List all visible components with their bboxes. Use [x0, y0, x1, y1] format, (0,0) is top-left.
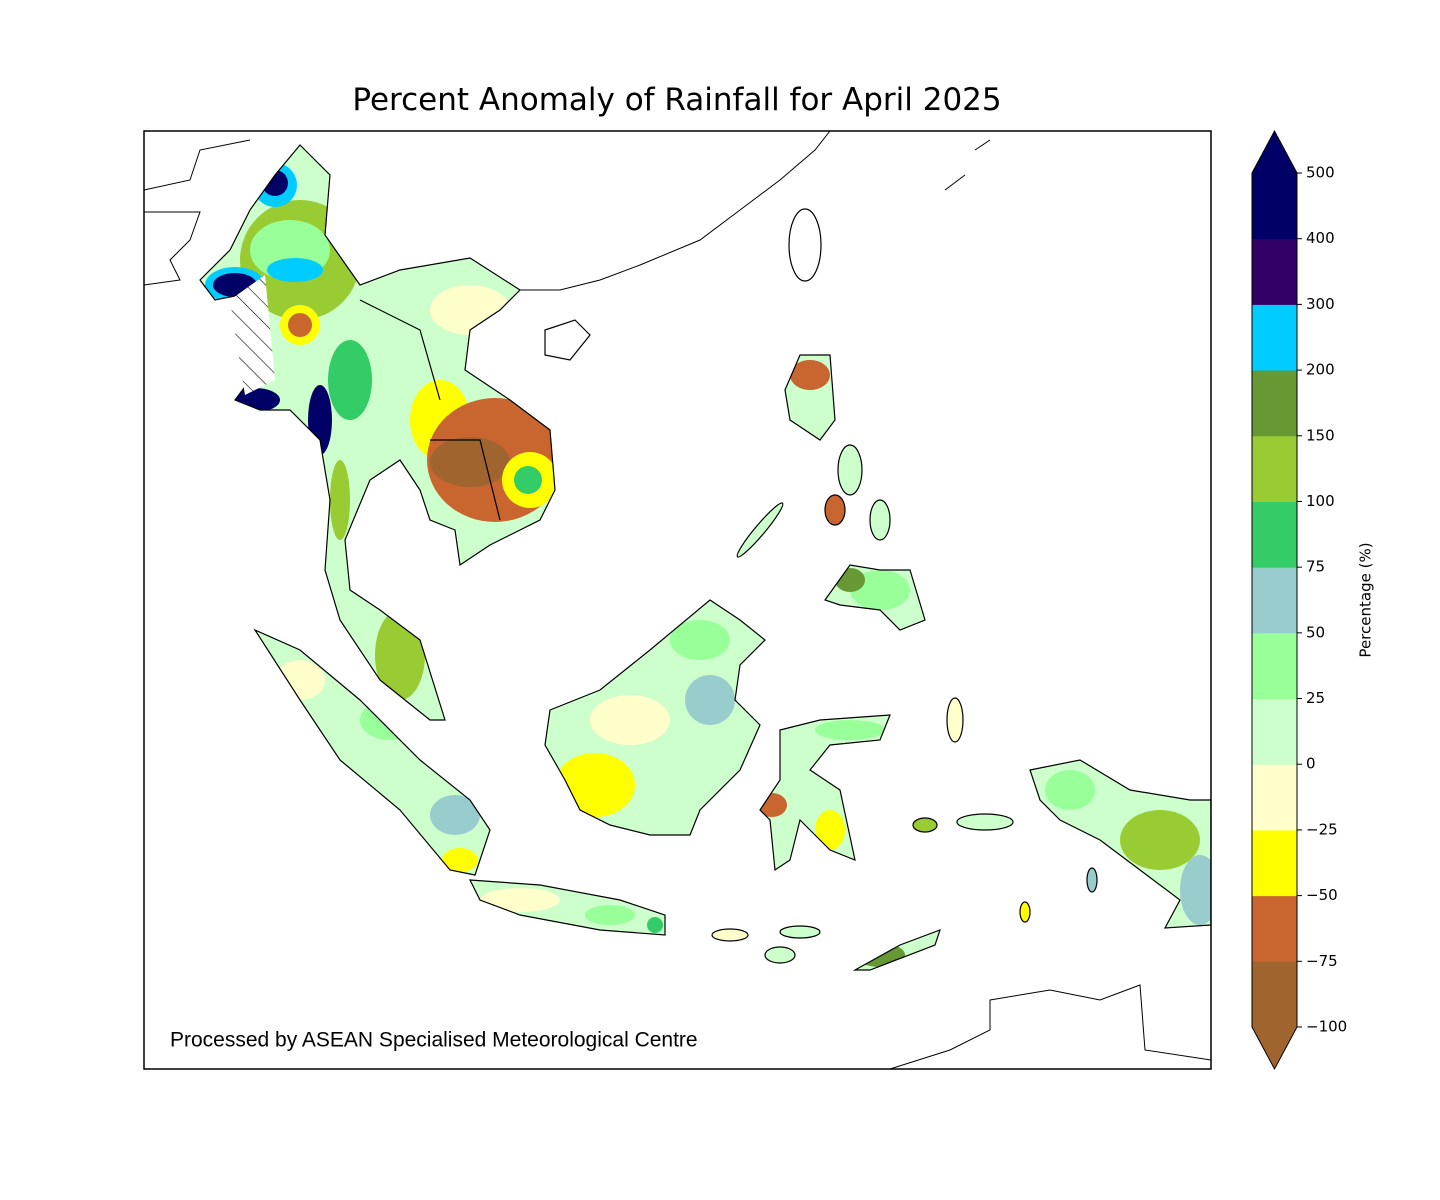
- colorbar-band: [1252, 173, 1297, 240]
- colorbar-tick-label: 50: [1306, 623, 1325, 641]
- map-frame: [143, 130, 1212, 1070]
- colorbar-band: [1252, 567, 1297, 634]
- colorbar-tick-label: 75: [1306, 558, 1325, 576]
- colorbar-band: [1252, 632, 1297, 700]
- colorbar: −100 −75 −50 −25 0 25 50 75 100 150 200 300 400 500: [1251, 129, 1347, 1071]
- colorbar-band: [1252, 501, 1297, 568]
- colorbar-band: [1252, 895, 1297, 962]
- colorbar-tick-label: 150: [1306, 426, 1335, 444]
- colorbar-extend-high: [1252, 131, 1297, 173]
- colorbar-tick-label: 0: [1306, 755, 1316, 773]
- colorbar-tick-label: 500: [1306, 164, 1335, 182]
- colorbar-tick-label: 25: [1306, 689, 1325, 707]
- colorbar-tick-label: 400: [1306, 229, 1335, 247]
- colorbar-band: [1252, 829, 1297, 897]
- colorbar-label: Percentage (%): [1357, 542, 1375, 657]
- colorbar-tick-label: −75: [1306, 952, 1338, 970]
- credit: Processed by ASEAN Specialised Meteorolo…: [170, 1029, 698, 1052]
- colorbar-band: [1252, 435, 1297, 502]
- map-title: Percent Anomaly of Rainfall for April 20…: [352, 82, 1001, 118]
- colorbar-band: [1252, 238, 1297, 305]
- colorbar-extend-low: [1252, 1027, 1297, 1069]
- colorbar-band: [1252, 764, 1297, 831]
- colorbar-tick-label: 200: [1306, 361, 1335, 379]
- colorbar-band: [1252, 304, 1297, 371]
- colorbar-band: [1252, 698, 1297, 765]
- colorbar-tick-label: 100: [1306, 492, 1335, 510]
- colorbar-band: [1252, 370, 1297, 437]
- colorbar-tick-label: −100: [1306, 1018, 1347, 1036]
- colorbar-tick-label: −50: [1306, 886, 1338, 904]
- colorbar-tick-label: 300: [1306, 295, 1335, 313]
- map: [144, 131, 1211, 1069]
- colorbar-band: [1252, 961, 1297, 1028]
- colorbar-tick-label: −25: [1306, 820, 1338, 838]
